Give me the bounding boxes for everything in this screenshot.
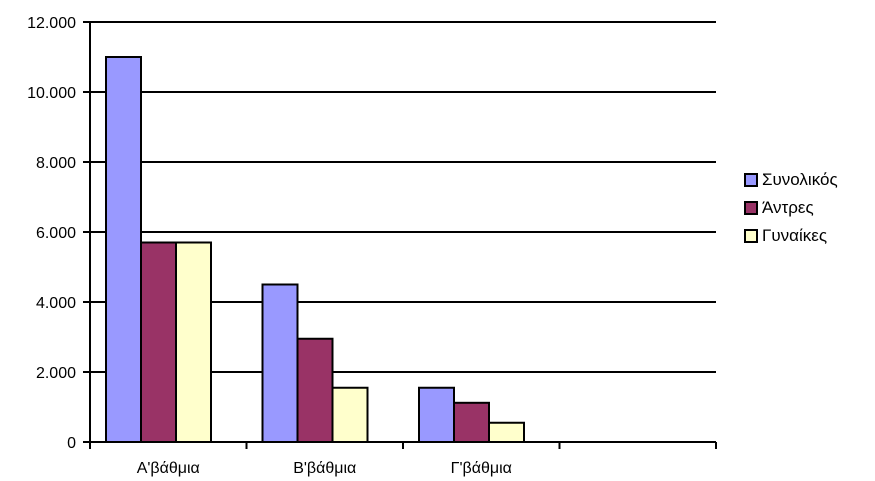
legend-swatch-women (744, 229, 758, 243)
x-tick-label: Γ'βάθμια (451, 460, 512, 477)
bar-2-0 (175, 241, 212, 443)
legend-item-total: Συνολικός (744, 166, 838, 194)
legend-item-men: Άντρες (744, 194, 838, 222)
legend-label-men: Άντρες (762, 198, 814, 217)
legend-label-total: Συνολικός (762, 170, 838, 189)
legend: Συνολικός Άντρες Γυναίκες (744, 166, 838, 250)
y-tick-label: 0 (67, 435, 76, 452)
axes (83, 21, 717, 449)
y-tick-labels: 0 2.000 4.000 6.000 8.000 10.000 12.000 (27, 15, 76, 452)
bar-0-0 (105, 56, 142, 443)
bar-0-1 (261, 283, 299, 443)
legend-swatch-men (744, 201, 758, 215)
legend-item-women: Γυναίκες (744, 222, 838, 250)
x-tick-label: Β'βάθμια (293, 460, 356, 477)
bar-1-1 (296, 337, 334, 443)
bar-1-2 (453, 401, 490, 443)
bar-0-2 (418, 386, 455, 443)
y-tick-label: 10.000 (27, 85, 76, 102)
y-tick-label: 8.000 (36, 155, 76, 172)
bar-2-2 (488, 421, 525, 443)
bars (105, 56, 525, 443)
y-tick-label: 12.000 (27, 15, 76, 32)
bar-1-0 (140, 241, 177, 443)
y-tick-label: 2.000 (36, 365, 76, 382)
x-tick-label: Α'βάθμια (137, 460, 200, 477)
y-tick-label: 6.000 (36, 225, 76, 242)
y-tick-label: 4.000 (36, 295, 76, 312)
legend-swatch-total (744, 173, 758, 187)
legend-label-women: Γυναίκες (762, 226, 828, 245)
x-tick-labels: Α'βάθμια Β'βάθμια Γ'βάθμια (137, 460, 512, 477)
bar-2-1 (331, 386, 369, 443)
